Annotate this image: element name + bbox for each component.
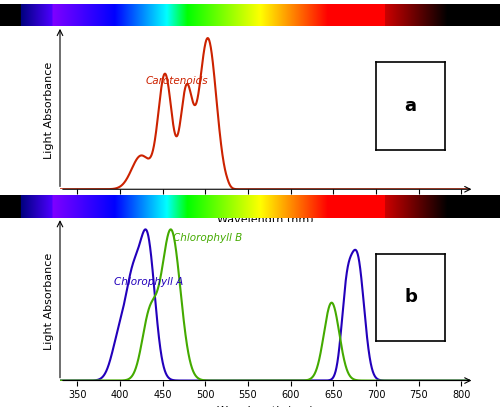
Text: Chlorophyll A: Chlorophyll A (114, 277, 183, 287)
Text: Far-Red: Far-Red (452, 10, 495, 20)
Text: Chlorophyll B: Chlorophyll B (173, 233, 242, 243)
Y-axis label: Light Absorbance: Light Absorbance (44, 61, 54, 158)
Text: UV: UV (5, 10, 20, 20)
Text: Carotenoids: Carotenoids (146, 77, 208, 86)
Text: UV: UV (5, 201, 20, 212)
X-axis label: Wavelength (nm): Wavelength (nm) (216, 406, 314, 407)
Y-axis label: Light Absorbance: Light Absorbance (44, 253, 54, 350)
X-axis label: Wavelength (nm): Wavelength (nm) (216, 214, 314, 225)
Text: Far-Red: Far-Red (452, 201, 495, 212)
